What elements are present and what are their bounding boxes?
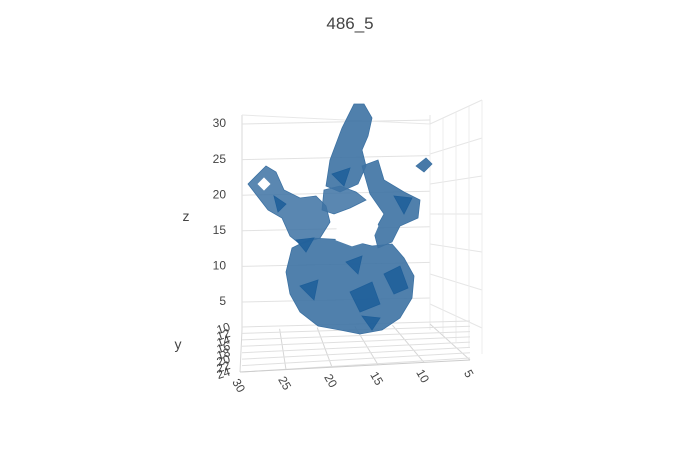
y-axis-title: y bbox=[175, 336, 182, 352]
grid-line bbox=[241, 119, 431, 125]
grid-line bbox=[241, 346, 471, 360]
grid-line bbox=[239, 359, 471, 373]
surface-shade-facet bbox=[295, 237, 315, 253]
grid-line bbox=[241, 341, 471, 354]
surface-shade-facet bbox=[349, 281, 381, 313]
y-tick-label: 18 bbox=[215, 345, 232, 363]
surface-shade-facet bbox=[393, 195, 413, 215]
x-tick-label: 5 bbox=[461, 367, 477, 380]
grid-line bbox=[392, 324, 425, 363]
y-tick-label: 16 bbox=[215, 339, 232, 357]
y-tick-label: 24 bbox=[215, 364, 232, 382]
surface-island bbox=[415, 157, 433, 173]
grid-line bbox=[239, 329, 243, 373]
grid-line bbox=[241, 114, 431, 125]
surface-shade-facet bbox=[345, 255, 363, 275]
z-axis-title: z bbox=[183, 208, 190, 224]
surface-bridge bbox=[321, 185, 367, 215]
z-tick-label: 15 bbox=[213, 223, 227, 237]
surface-upper-column bbox=[325, 103, 373, 193]
chart-title: 486_5 bbox=[326, 14, 374, 33]
z-tick-label: 20 bbox=[213, 187, 227, 201]
z-tick-label: 30 bbox=[213, 116, 227, 130]
y-tick-label: 14 bbox=[215, 332, 232, 350]
surface-mesh bbox=[247, 103, 433, 335]
surface-left-arm bbox=[247, 165, 331, 245]
surface-shade-facet bbox=[273, 195, 287, 213]
grid-line bbox=[241, 331, 471, 341]
surface-shade-facet bbox=[331, 167, 351, 187]
surface-right-loop bbox=[361, 159, 421, 249]
x-tick-label: 25 bbox=[275, 374, 294, 393]
grid-line bbox=[241, 336, 471, 347]
surface-window bbox=[257, 177, 271, 191]
z-tick-label: 10 bbox=[213, 259, 227, 273]
grid-line bbox=[429, 323, 471, 361]
grid-line bbox=[241, 226, 431, 232]
x-tick-label: 10 bbox=[413, 367, 432, 386]
y-tick-label: 22 bbox=[215, 358, 232, 376]
x-tick-label: 15 bbox=[367, 369, 386, 388]
z-tick-label: 25 bbox=[213, 152, 227, 166]
surface-shade-facet bbox=[299, 279, 319, 301]
y-tick-label: 20 bbox=[215, 352, 232, 370]
surface-shade-facet bbox=[383, 265, 409, 295]
y-tick-label: 10 bbox=[215, 319, 232, 337]
surface-hole bbox=[335, 207, 379, 247]
surface-shade-facet bbox=[361, 315, 381, 331]
y-tick-label: 12 bbox=[215, 326, 232, 344]
x-tick-label: 30 bbox=[229, 376, 248, 395]
surface-lower-body bbox=[285, 237, 415, 335]
x-tick-label: 20 bbox=[321, 372, 340, 391]
grid-line bbox=[241, 352, 471, 367]
z-tick-label: 5 bbox=[219, 294, 226, 308]
